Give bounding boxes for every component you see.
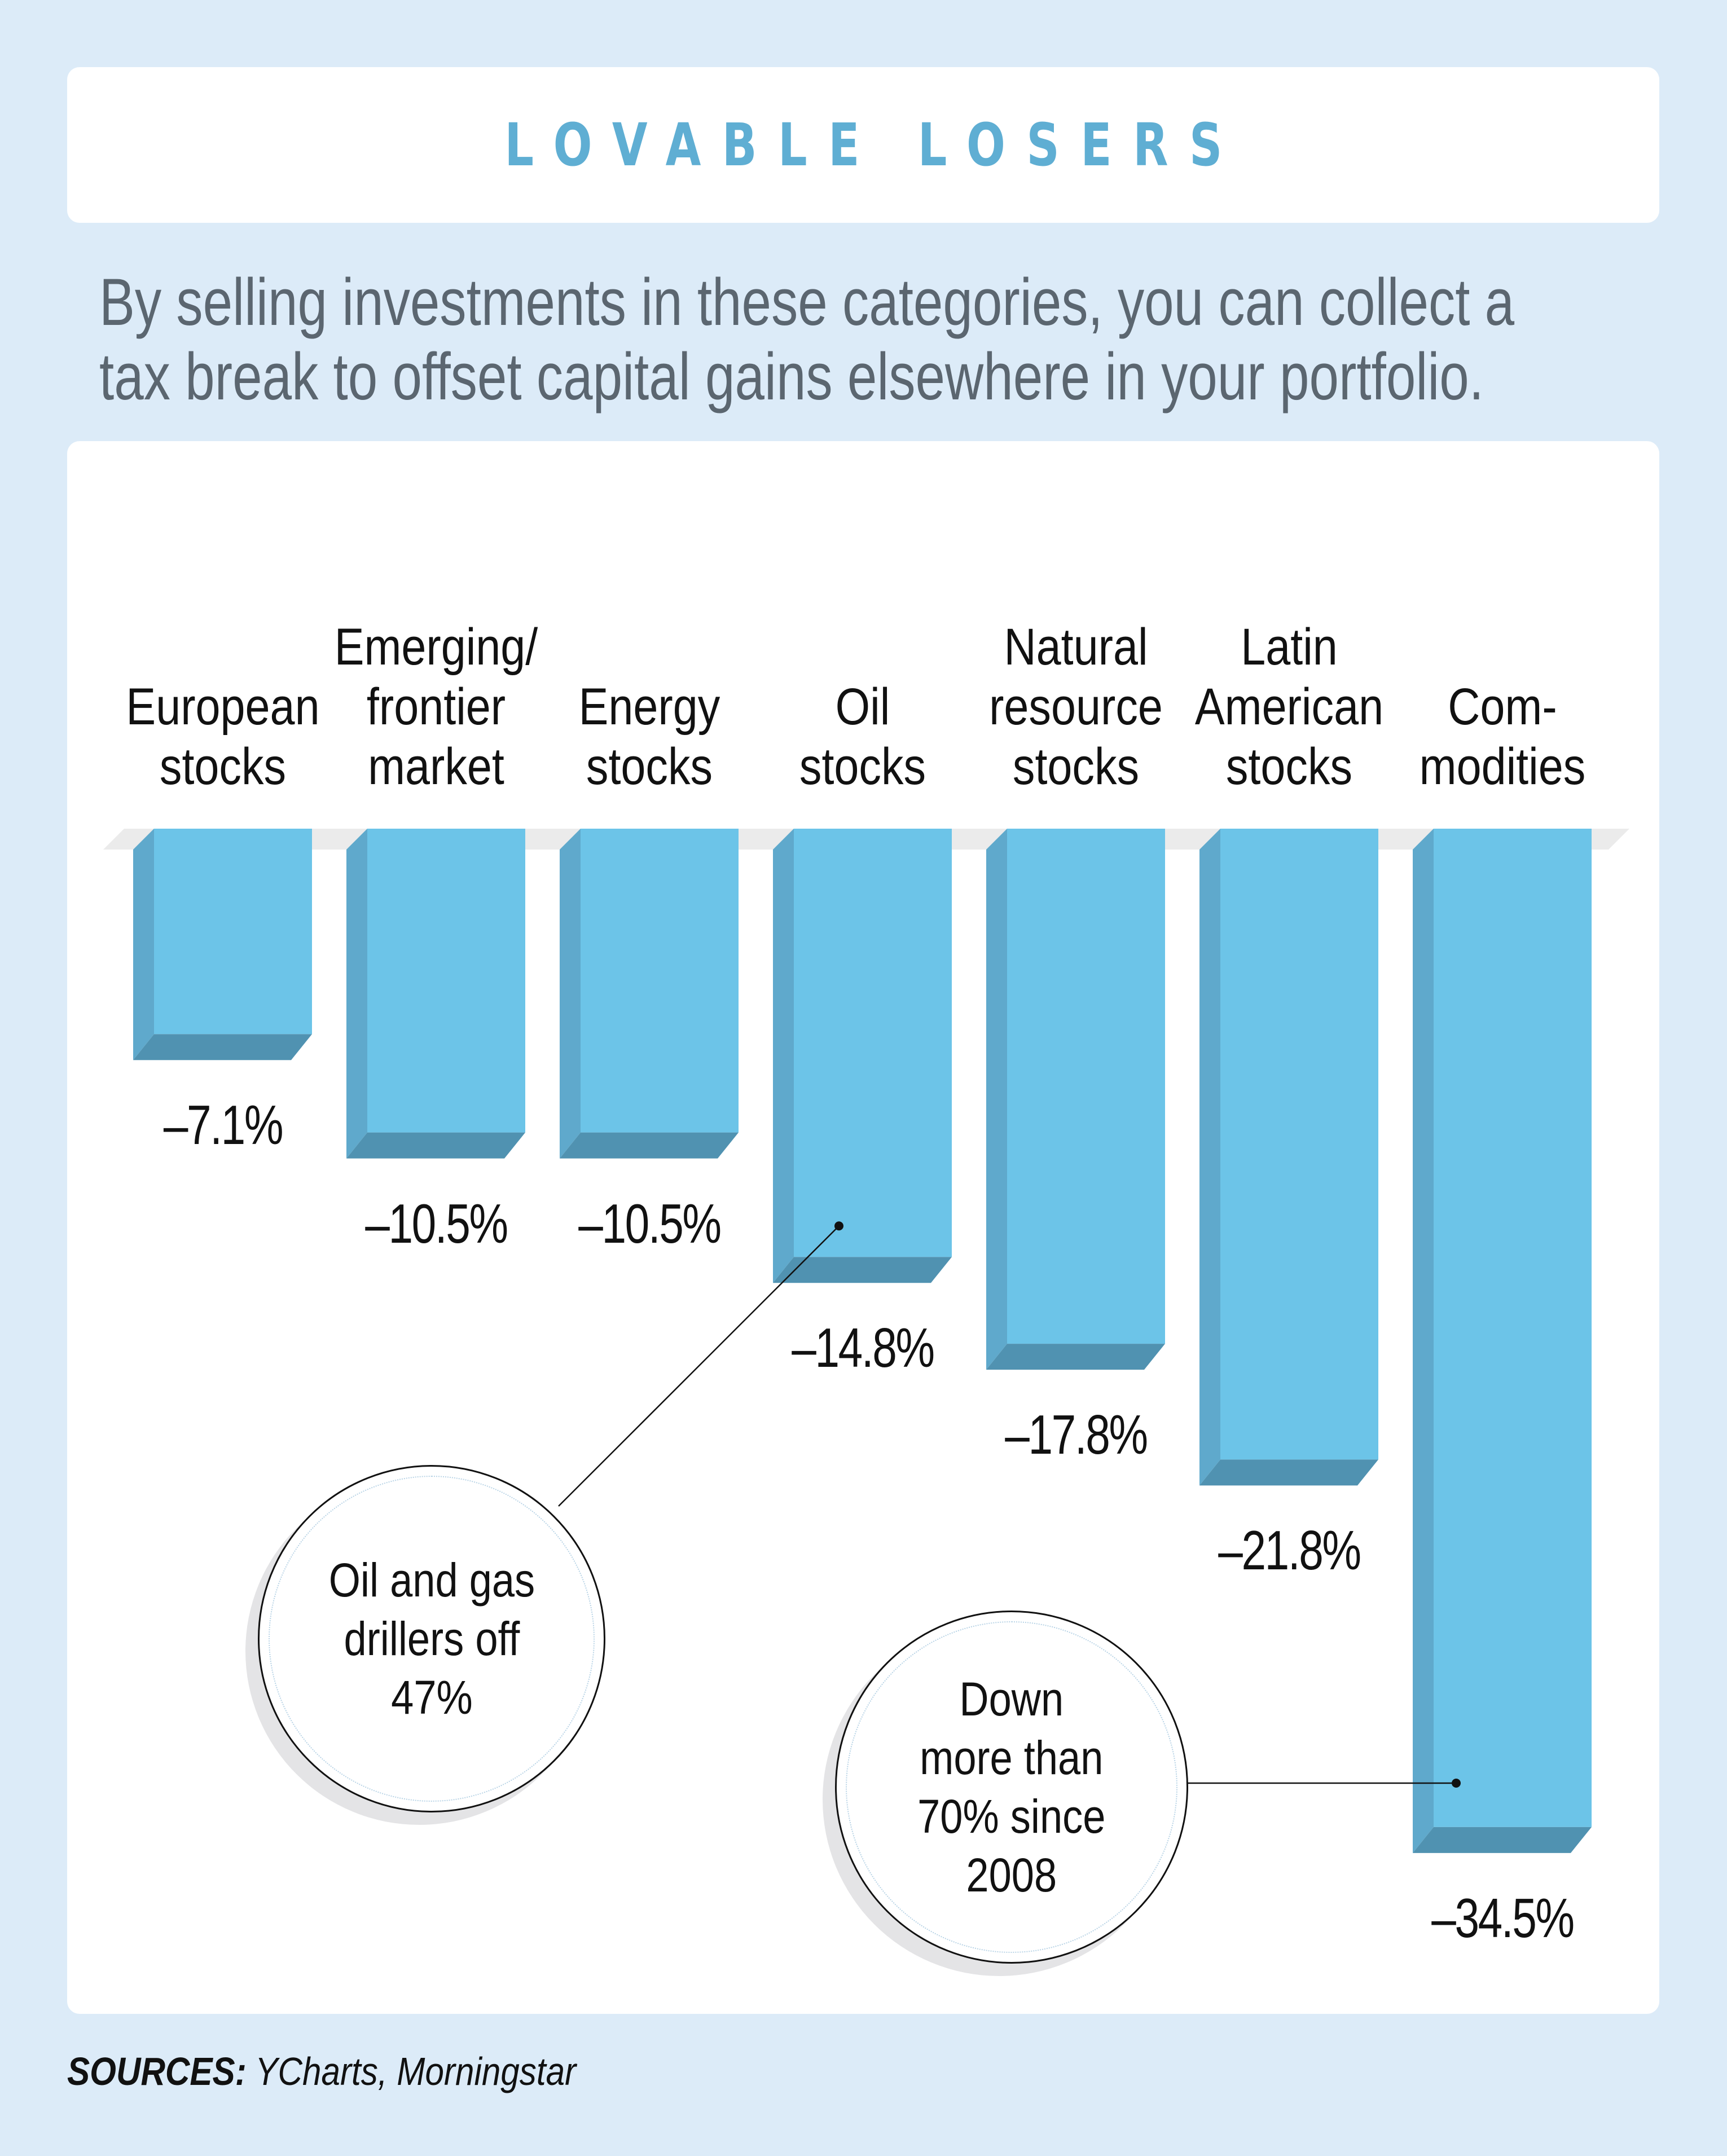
- subtitle-line-2: tax break to offset capital gains elsewh…: [99, 340, 1484, 414]
- callout-inner-ring: [269, 1476, 595, 1802]
- category-label-line: Com-: [1448, 678, 1557, 736]
- callout-text: Oil and gas drillers off 47%: [328, 1554, 535, 1724]
- sources-note: SOURCES: YCharts, Morningstar: [67, 2049, 576, 2094]
- leader-line: [558, 1225, 840, 1507]
- bar-bottom: [560, 1132, 739, 1159]
- bar-side: [560, 829, 581, 1159]
- value-label: –10.5%: [365, 1192, 508, 1255]
- callout-oil-gas-drillers: Oil and gas drillers off 47%: [258, 1465, 605, 1812]
- bar-bottom: [986, 1344, 1165, 1370]
- category-label-line: stocks: [1225, 738, 1353, 795]
- bar-side: [986, 829, 1007, 1370]
- category-label-line: Emerging/: [334, 618, 538, 676]
- bar: [581, 829, 739, 1133]
- bar: [154, 829, 312, 1035]
- category-label-line: modities: [1419, 738, 1586, 795]
- value-label: –14.8%: [792, 1317, 935, 1379]
- category-label: Energy stocks: [547, 677, 751, 797]
- bar-bottom: [773, 1257, 952, 1283]
- category-label: Emerging/frontier market: [334, 617, 538, 797]
- value-label: –7.1%: [163, 1094, 284, 1156]
- bar: [367, 829, 525, 1133]
- callout-text: Down more than 70% since 2008: [917, 1673, 1106, 1902]
- sources-label: SOURCES:: [67, 2049, 247, 2093]
- category-label-line: market: [368, 738, 504, 795]
- category-label-line: American: [1194, 678, 1384, 736]
- chart-subtitle: By selling investments in these categori…: [99, 265, 1656, 414]
- value-label: –17.8%: [1005, 1403, 1148, 1466]
- category-label: European stocks: [121, 677, 324, 797]
- value-label: –21.8%: [1218, 1519, 1361, 1582]
- category-label: Oil stocks: [761, 677, 964, 797]
- sources-text: YCharts, Morningstar: [246, 2049, 577, 2093]
- callout-inner-ring: [846, 1621, 1177, 1953]
- category-label-line: frontier: [366, 678, 506, 736]
- category-label: Com-modities: [1400, 677, 1604, 797]
- title-box: LOVABLE LOSERS: [67, 67, 1659, 223]
- leader-dot: [1452, 1779, 1461, 1788]
- bar-bottom: [346, 1132, 525, 1159]
- leader-dot: [834, 1221, 843, 1231]
- subtitle-line-1: By selling investments in these categori…: [99, 265, 1515, 340]
- callout-commodities-since-2008: Down more than 70% since 2008: [835, 1611, 1188, 1964]
- category-label-line: stocks: [799, 738, 926, 795]
- bar: [1007, 829, 1165, 1344]
- category-label-line: stocks: [586, 738, 713, 795]
- category-label: Latin American stocks: [1187, 617, 1391, 797]
- category-label-line: European: [126, 678, 320, 736]
- value-label: –34.5%: [1431, 1886, 1575, 1949]
- category-label-line: Energy: [578, 678, 720, 736]
- category-label-line: stocks: [1012, 738, 1140, 795]
- category-label-line: Latin: [1241, 618, 1338, 676]
- bar-bottom: [1199, 1459, 1378, 1486]
- bar: [1434, 829, 1592, 1827]
- bar: [1220, 829, 1378, 1460]
- category-label-line: stocks: [159, 738, 287, 795]
- category-label-line: resource: [989, 678, 1163, 736]
- bar-bottom: [1413, 1827, 1592, 1853]
- bar-side: [346, 829, 367, 1159]
- value-label: –10.5%: [578, 1192, 722, 1255]
- category-label: Natural resource stocks: [974, 617, 1177, 797]
- bar-side: [1199, 829, 1220, 1486]
- bar: [794, 829, 952, 1257]
- bar-bottom: [133, 1034, 312, 1061]
- bar-side: [133, 829, 154, 1061]
- chart-title: LOVABLE LOSERS: [504, 111, 1243, 179]
- bar-side: [1413, 829, 1434, 1853]
- category-label-line: Oil: [835, 678, 890, 736]
- category-label-line: Natural: [1004, 618, 1148, 676]
- bar-side: [773, 829, 794, 1283]
